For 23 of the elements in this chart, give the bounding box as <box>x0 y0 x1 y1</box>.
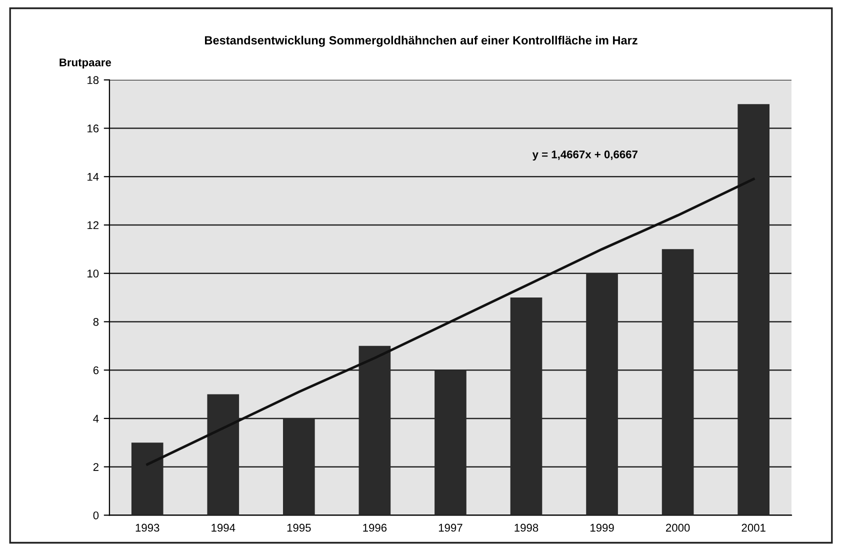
y-tick-label: 2 <box>93 463 98 471</box>
x-tick-label: 2000 <box>666 524 690 532</box>
y-tick-label: 14 <box>88 173 99 181</box>
y-tick-label: 8 <box>93 318 99 326</box>
y-tick-label: 4 <box>93 414 99 422</box>
y-tick-label: 0 <box>93 511 99 520</box>
x-tick-label: 1999 <box>590 524 614 532</box>
line-series <box>146 178 755 466</box>
x-tick-label: 1996 <box>363 524 387 532</box>
x-tick-label: 1997 <box>438 524 462 532</box>
chart-title: Bestandsentwicklung Sommergoldhähnchen auf einer Kontrollfläche im Harz <box>205 36 638 47</box>
x-tick-label: 1995 <box>287 524 311 532</box>
y-tick-label: 6 <box>93 366 99 374</box>
y-tick-label: 18 <box>88 76 99 84</box>
y-axis-title: Brutpaare <box>60 58 112 69</box>
y-tick-label: 16 <box>88 124 99 132</box>
x-tick-label: 1994 <box>212 524 236 532</box>
x-tick-label: 1993 <box>136 524 160 532</box>
x-tick-label: 2001 <box>742 524 766 532</box>
x-tick-label: 1998 <box>514 524 538 532</box>
y-tick-label: 10 <box>88 270 99 278</box>
y-tick-label: 12 <box>88 221 98 230</box>
annotation: y = 1,4667x + 0,6667 <box>532 150 638 161</box>
